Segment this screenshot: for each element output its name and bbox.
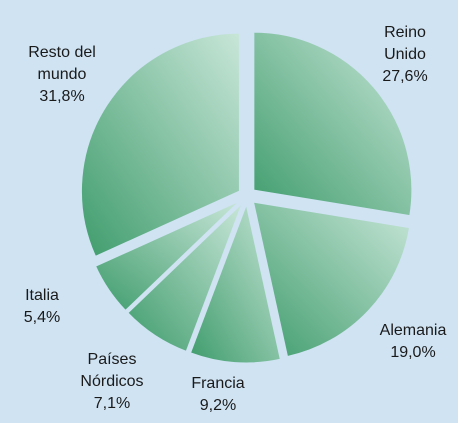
pie-slice (127, 203, 243, 352)
category-label: Resto del mundo (28, 44, 96, 83)
slice-label: Francia 9,2% (178, 373, 258, 417)
pie-slice (94, 200, 240, 312)
category-label: Francia (191, 375, 245, 392)
slice-label: Reino Unido 27,6% (374, 22, 436, 88)
value-label: 31,8% (39, 88, 85, 105)
slice-label: Países Nórdicos 7,1% (72, 349, 152, 415)
value-label: 5,4% (23, 309, 61, 326)
slice-label: Alemania 19,0% (368, 320, 458, 364)
slice-label: Italia 5,4% (12, 285, 72, 329)
category-label: Italia (25, 287, 59, 304)
pie-slice (189, 203, 281, 364)
value-label: 7,1% (93, 395, 131, 412)
pie-slice (80, 32, 240, 257)
value-label: 27,6% (382, 68, 428, 85)
value-label: 9,2% (199, 397, 237, 414)
category-label: Reino Unido (384, 24, 426, 63)
pie-slice (252, 201, 411, 358)
slice-label: Resto del mundo 31,8% (12, 42, 112, 108)
pie-slice (253, 31, 413, 217)
value-label: 19,0% (390, 344, 436, 361)
category-label: Alemania (379, 322, 447, 339)
category-label: Países Nórdicos (80, 351, 144, 390)
